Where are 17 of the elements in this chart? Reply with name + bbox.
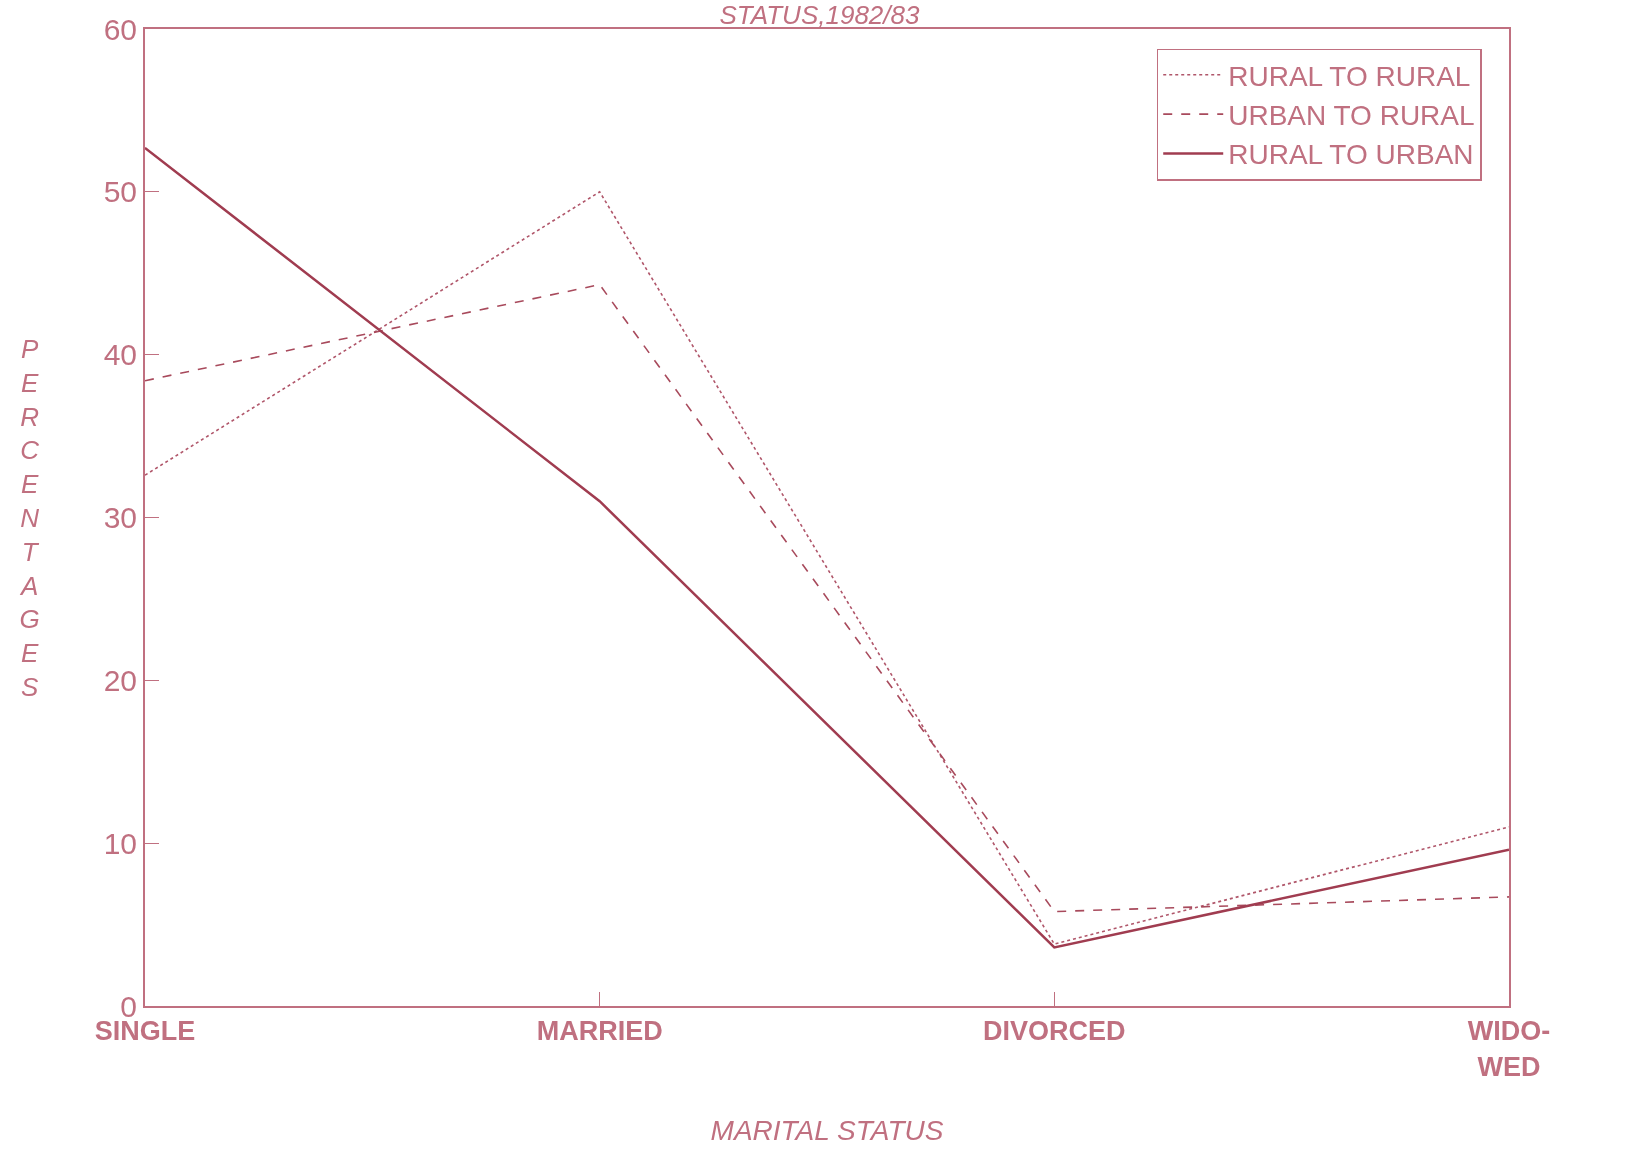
x-tick-label: SINGLE xyxy=(94,1016,196,1047)
x-tick-label: WIDO- WED xyxy=(1467,1016,1551,1082)
legend-label: RURAL TO URBAN xyxy=(1228,139,1474,171)
text: PERCENTAGES xyxy=(19,334,40,702)
x-axis-title: MARITAL STATUS xyxy=(710,1115,944,1147)
legend-label: RURAL TO RURAL xyxy=(1228,60,1471,92)
y-tick-label: 40 xyxy=(103,338,137,372)
x-tick-label: MARRIED xyxy=(536,1016,663,1047)
line-series xyxy=(145,283,1509,913)
legend-label: URBAN TO RURAL xyxy=(1228,100,1475,132)
chart-title: STATUS,1982/83 xyxy=(719,0,920,30)
y-tick-label: 50 xyxy=(103,175,137,209)
y-tick-label: 20 xyxy=(103,663,137,697)
y-tick-label: 60 xyxy=(103,12,137,46)
y-tick-label: 10 xyxy=(103,826,137,860)
y-tick-label: 30 xyxy=(103,501,137,534)
x-tick-label: DIVORCED xyxy=(983,1016,1126,1047)
